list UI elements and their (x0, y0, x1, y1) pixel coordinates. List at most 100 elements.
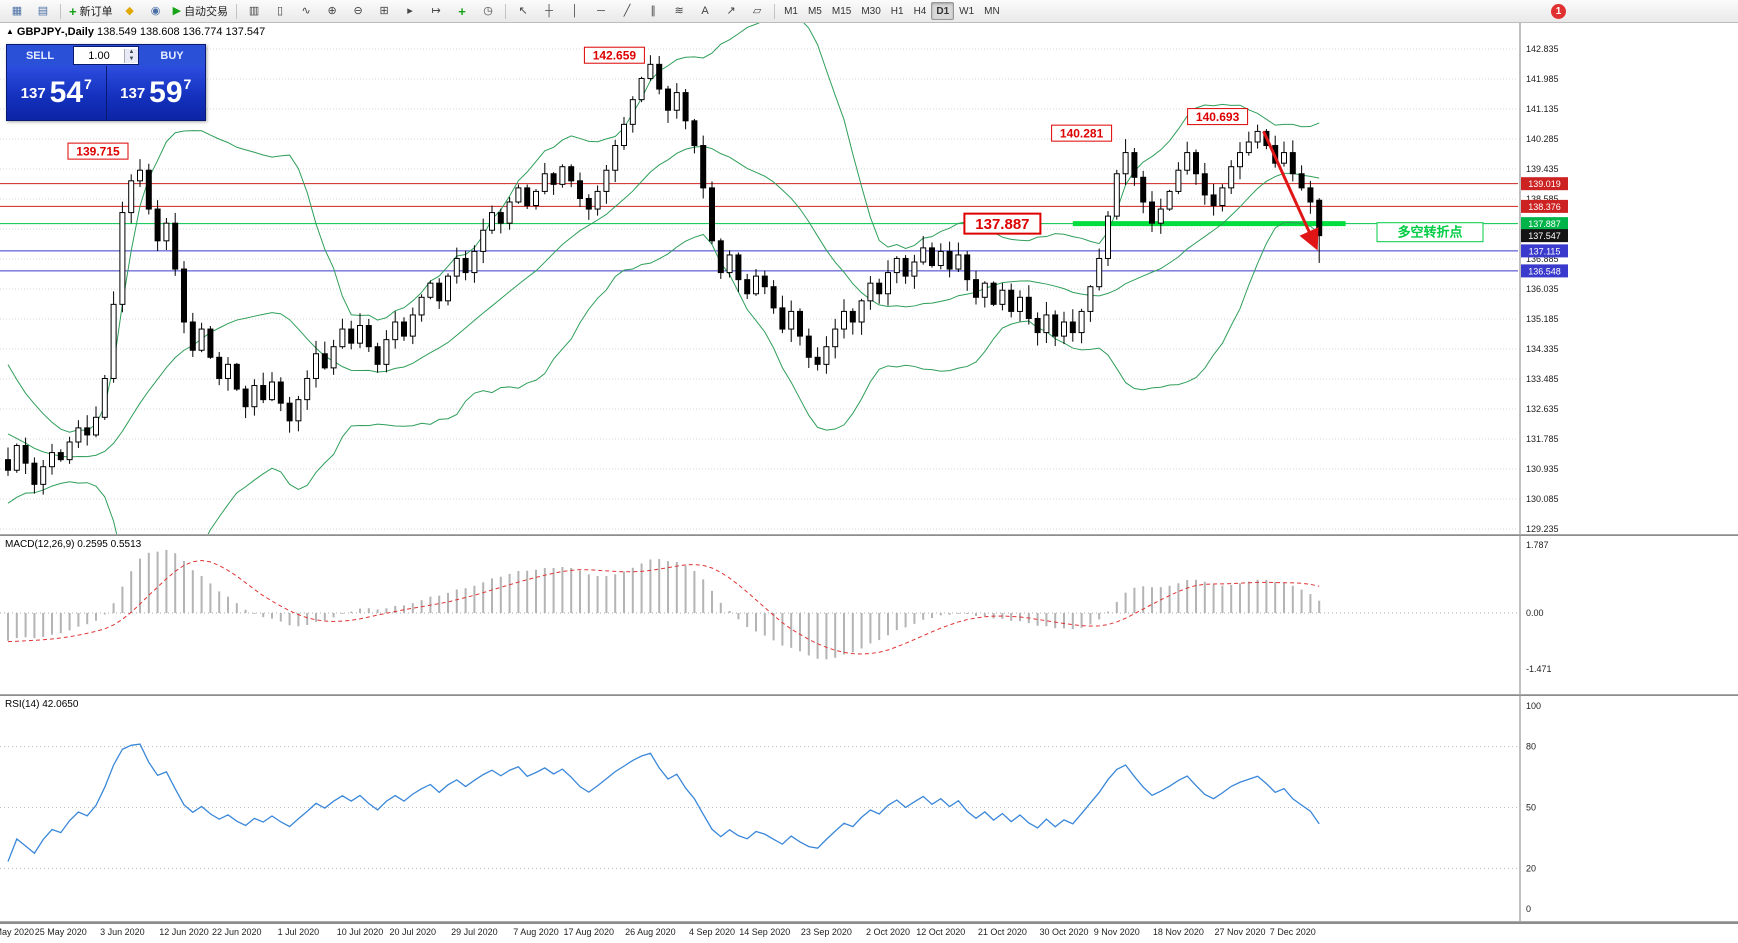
timeframe-h1-button[interactable]: H1 (890, 5, 904, 17)
macd-histogram (7, 549, 1321, 660)
indicators-icon[interactable]: + (449, 1, 475, 21)
arrow-tool-icon: ↗ (726, 4, 736, 17)
zoom-in-icon: ⊕ (327, 4, 337, 17)
price-tag-text: 137.547 (1528, 231, 1561, 241)
new-chart-icon[interactable]: ▦ (4, 1, 30, 21)
date-label: 12 Oct 2020 (916, 927, 966, 937)
price-callout-box[interactable] (1187, 108, 1249, 126)
macd-signal-line (7, 560, 1320, 655)
timeframe-m30-button[interactable]: M30 (861, 5, 881, 17)
horizontal-lines[interactable] (0, 183, 1518, 272)
auto-scroll-icon[interactable]: ▸ (397, 1, 423, 21)
vertical-line-icon[interactable]: │ (562, 1, 588, 21)
autotrading-button[interactable]: ▶ 自动交易 (169, 1, 232, 21)
new-order-button[interactable]: + 新订单 (65, 1, 117, 21)
rsi-panel: 100 80 50 20 0 RSI(14) 42.0650 (0, 696, 1738, 921)
zoom-out-icon[interactable]: ⊖ (345, 1, 371, 21)
price-tag (1521, 264, 1568, 278)
tile-windows-icon[interactable]: ⊞ (371, 1, 397, 21)
chart-shift-icon[interactable]: ↦ (423, 1, 449, 21)
price-tick-label: 131.785 (1526, 434, 1559, 444)
buy-price-pips: 59 (149, 76, 183, 109)
market-watch-icon[interactable]: ◉ (143, 1, 169, 21)
periods-icon[interactable]: ◷ (475, 1, 501, 21)
date-label: 7 Dec 2020 (1269, 927, 1316, 937)
price-callout-box[interactable] (963, 212, 1042, 235)
timeframe-m5-button[interactable]: M5 (807, 5, 822, 17)
candlestick-chart-icon[interactable]: ▯ (267, 1, 293, 21)
bollinger-bands (7, 23, 1320, 534)
new-order-button: + (69, 3, 77, 19)
buy-price-frac: 7 (183, 76, 192, 92)
text-icon[interactable]: A (692, 1, 718, 21)
macd-scale-label: 0.00 (1526, 608, 1544, 618)
lot-increase-button[interactable]: ▲ (125, 48, 138, 56)
timeframe-h4-button[interactable]: H4 (913, 5, 927, 17)
macd-scale-label: 1.787 (1526, 540, 1549, 550)
auto-scroll-icon: ▸ (407, 4, 413, 17)
price-callout-box[interactable] (1051, 124, 1113, 142)
toolbar-separator (60, 3, 61, 19)
date-label: 15 May 2020 (0, 927, 35, 937)
panel-separator[interactable] (0, 694, 1738, 696)
fibonacci-icon: ≋ (674, 4, 684, 17)
timeframe-d1-button[interactable]: D1 (931, 2, 955, 20)
tile-windows-icon: ⊞ (379, 4, 389, 17)
turning-point-box[interactable] (1376, 222, 1484, 243)
profiles-icon[interactable]: ▤ (30, 1, 56, 21)
date-label: 10 Jul 2020 (336, 927, 384, 937)
date-label: 25 May 2020 (34, 927, 87, 937)
text-icon: A (701, 4, 709, 17)
cursor-icon[interactable]: ↖ (510, 1, 536, 21)
metaeditor-icon[interactable]: ◆ (117, 1, 143, 21)
sell-button[interactable]: 137 54 7 (7, 66, 107, 120)
price-tag-text: 139.019 (1528, 179, 1561, 189)
macd-scale-label: -1.471 (1526, 664, 1552, 674)
price-tick-label: 139.435 (1526, 164, 1559, 174)
trendline-icon[interactable]: ╱ (614, 1, 640, 21)
sell-price-pips: 54 (49, 76, 84, 109)
timeframe-m15-button[interactable]: M15 (831, 5, 852, 17)
notification-badge[interactable]: 1 (1551, 3, 1566, 19)
metaeditor-icon: ◆ (125, 4, 134, 17)
panel-separator[interactable] (0, 534, 1738, 536)
timeframe-mn-button[interactable]: MN (984, 5, 1000, 17)
timeframe-w1-button[interactable]: W1 (959, 5, 975, 17)
lot-decrease-button[interactable]: ▼ (125, 55, 138, 63)
buy-button[interactable]: 137 59 7 (107, 66, 206, 120)
main-chart-panel: 139.715 142.659 140.281 140.693 137.887 多空转折点… (0, 23, 1738, 534)
bar-chart-icon[interactable]: ▥ (241, 1, 267, 21)
periods-icon: ◷ (483, 4, 493, 17)
price-callout-box[interactable] (67, 142, 129, 160)
price-callout-text: 137.887 (975, 216, 1029, 233)
price-callout-box[interactable] (583, 46, 645, 64)
rsi-scale-label: 50 (1526, 803, 1536, 813)
autotrading-button-label: 自动交易 (184, 6, 229, 18)
price-tick-label: 133.485 (1526, 374, 1559, 384)
panel-separator[interactable] (0, 921, 1738, 923)
horizontal-line-icon[interactable]: ─ (588, 1, 614, 21)
price-tick-label: 142.835 (1526, 44, 1559, 54)
bollinger-middle-band (7, 145, 1320, 458)
zoom-in-icon[interactable]: ⊕ (319, 1, 345, 21)
rsi-scale-label: 0 (1526, 904, 1531, 914)
timeframe-m1-button[interactable]: M1 (784, 5, 798, 17)
trend-arrow-object[interactable] (1262, 130, 1319, 251)
price-callouts[interactable]: 139.715 142.659 140.281 140.693 137.887 (67, 46, 1249, 235)
fibonacci-icon[interactable]: ≋ (666, 1, 692, 21)
shapes-icon[interactable]: ▱ (744, 1, 770, 21)
price-tag (1521, 244, 1568, 258)
market-watch-icon: ◉ (150, 4, 161, 17)
crosshair-icon[interactable]: ┼ (536, 1, 562, 21)
line-chart-icon: ∿ (301, 4, 311, 17)
bollinger-lower-band (7, 221, 1320, 534)
line-chart-icon[interactable]: ∿ (293, 1, 319, 21)
lot-size-input[interactable] (74, 47, 124, 64)
collapse-triangle-icon[interactable]: ▲ (6, 27, 14, 36)
arrow-tool-icon[interactable]: ↗ (718, 1, 744, 21)
price-callout-text: 139.715 (76, 144, 120, 158)
channel-icon[interactable]: ∥ (640, 1, 666, 21)
price-tick-label: 141.135 (1526, 104, 1559, 114)
price-tick-label: 132.635 (1526, 404, 1559, 414)
